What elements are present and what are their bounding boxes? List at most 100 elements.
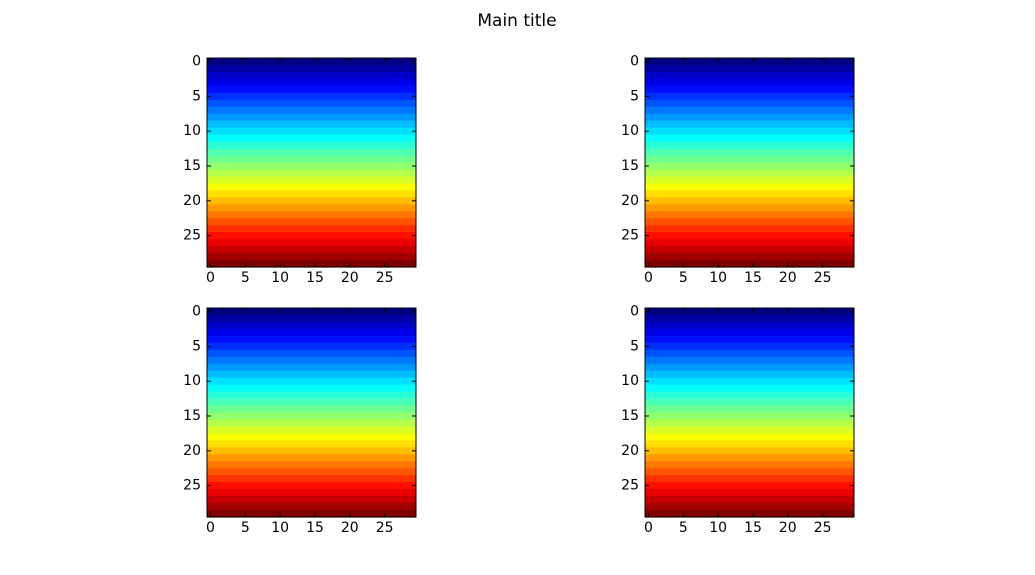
x-tick-label: 20 xyxy=(779,520,797,536)
heatmap-row xyxy=(207,253,416,261)
x-tick-label: 5 xyxy=(241,520,250,536)
heatmap-row xyxy=(207,92,416,101)
heatmap-row xyxy=(645,85,854,94)
x-tick-label: 0 xyxy=(206,520,215,536)
heatmap-row xyxy=(207,426,416,434)
y-tick-label: 10 xyxy=(621,123,639,139)
y-tick-label: 20 xyxy=(621,443,639,459)
heatmap-row xyxy=(207,225,416,233)
heatmap-row xyxy=(645,225,854,233)
heatmap-row xyxy=(207,489,416,497)
y-tick-label: 25 xyxy=(621,228,639,244)
heatmap-row xyxy=(645,391,854,400)
heatmap-row xyxy=(645,239,854,247)
x-tick-label: 0 xyxy=(644,270,653,286)
heatmap-row xyxy=(207,335,416,344)
heatmap-row xyxy=(207,260,416,268)
heatmap-row xyxy=(645,356,854,365)
x-tick-label: 15 xyxy=(306,520,324,536)
x-tick-label: 10 xyxy=(271,270,289,286)
heatmap-row xyxy=(207,321,416,330)
heatmap-row xyxy=(645,475,854,483)
heatmap-row xyxy=(207,447,416,455)
heatmap-row xyxy=(645,232,854,240)
heatmap-row xyxy=(207,328,416,337)
heatmap-row xyxy=(207,218,416,226)
y-tick-label: 10 xyxy=(183,123,201,139)
heatmap-row xyxy=(207,211,416,219)
heatmap-row xyxy=(645,433,854,441)
heatmap-row xyxy=(645,162,854,171)
heatmap-row xyxy=(207,99,416,108)
heatmap-row xyxy=(207,405,416,414)
heatmap-row xyxy=(645,503,854,511)
heatmap-row xyxy=(207,58,416,66)
heatmap-row xyxy=(207,363,416,372)
y-tick-label: 5 xyxy=(630,88,639,104)
heatmap-row xyxy=(207,106,416,115)
heatmap-row xyxy=(207,239,416,247)
heatmap-row xyxy=(645,64,854,73)
x-tick-label: 20 xyxy=(779,270,797,286)
heatmap-row xyxy=(645,321,854,330)
heatmap-row xyxy=(645,106,854,115)
heatmap-row xyxy=(645,419,854,428)
y-tick-label: 5 xyxy=(192,88,201,104)
heatmap-row xyxy=(207,342,416,351)
heatmap-row xyxy=(207,134,416,143)
x-tick-label: 25 xyxy=(814,270,832,286)
x-tick-label: 5 xyxy=(679,520,688,536)
heatmap-row xyxy=(207,120,416,129)
heatmap-row xyxy=(207,246,416,254)
heatmap-row xyxy=(645,342,854,351)
heatmap-row xyxy=(207,78,416,87)
heatmap-row xyxy=(645,335,854,344)
y-tick-label: 5 xyxy=(630,338,639,354)
y-tick-label: 0 xyxy=(630,53,639,69)
heatmap-row xyxy=(207,468,416,476)
heatmap-row xyxy=(645,482,854,490)
x-tick-label: 10 xyxy=(709,270,727,286)
heatmap-row xyxy=(645,510,854,518)
heatmap-row xyxy=(207,141,416,150)
heatmap-row xyxy=(207,349,416,358)
x-tick-label: 5 xyxy=(679,270,688,286)
heatmap-row xyxy=(645,260,854,268)
heatmap-row xyxy=(645,398,854,407)
heatmap-row xyxy=(645,440,854,448)
heatmap-row xyxy=(645,148,854,157)
heatmap-row xyxy=(207,183,416,191)
y-tick-label: 5 xyxy=(192,338,201,354)
heatmap-row xyxy=(645,496,854,504)
y-tick-label: 15 xyxy=(183,158,201,174)
heatmap-row xyxy=(207,370,416,379)
heatmap-row xyxy=(207,398,416,407)
heatmap-row xyxy=(645,426,854,434)
heatmap-row xyxy=(645,489,854,497)
heatmap-row xyxy=(207,391,416,400)
heatmap-row xyxy=(207,384,416,393)
heatmap-row xyxy=(645,308,854,316)
heatmap-row xyxy=(645,328,854,337)
heatmap-row xyxy=(645,78,854,87)
heatmap-row xyxy=(207,377,416,386)
y-tick-label: 0 xyxy=(630,303,639,319)
heatmap-row xyxy=(645,454,854,462)
heatmap-row xyxy=(207,454,416,462)
heatmap-row xyxy=(207,503,416,511)
heatmap-row xyxy=(207,176,416,184)
heatmap-row xyxy=(645,253,854,261)
y-tick-label: 25 xyxy=(621,478,639,494)
x-tick-label: 25 xyxy=(376,270,394,286)
heatmap-row xyxy=(645,113,854,122)
y-tick-label: 0 xyxy=(192,53,201,69)
heatmap-row xyxy=(207,496,416,504)
heatmap-row xyxy=(207,412,416,421)
heatmap-row xyxy=(645,363,854,372)
heatmap-row xyxy=(207,148,416,157)
x-tick-label: 15 xyxy=(744,270,762,286)
x-tick-label: 20 xyxy=(341,270,359,286)
y-tick-label: 15 xyxy=(621,158,639,174)
y-tick-label: 25 xyxy=(183,228,201,244)
